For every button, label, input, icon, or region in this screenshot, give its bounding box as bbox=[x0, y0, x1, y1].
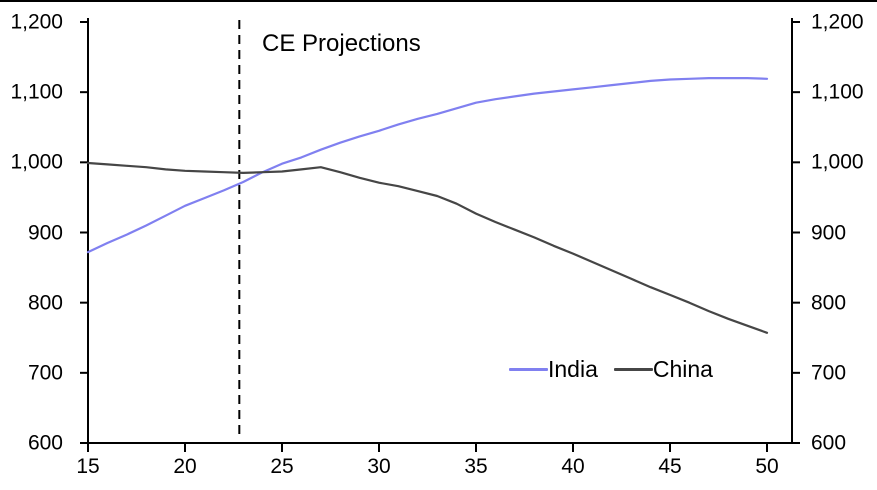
y-axis-label-right: 1,000 bbox=[811, 150, 864, 174]
china-line-swatch bbox=[613, 367, 653, 371]
y-axis-label-right: 900 bbox=[811, 221, 847, 244]
legend-label-china: China bbox=[652, 355, 713, 382]
y-axis-label-right: 1,100 bbox=[811, 80, 864, 104]
india-line bbox=[86, 76, 769, 254]
y-axis-label-right: 800 bbox=[811, 291, 847, 315]
y-axis-label-left: 800 bbox=[27, 291, 63, 315]
x-axis-label: 35 bbox=[464, 455, 488, 478]
y-axis-label-left: 900 bbox=[27, 221, 63, 244]
legend: India China bbox=[509, 356, 713, 382]
china-line bbox=[86, 161, 769, 334]
x-axis-label: 40 bbox=[561, 455, 585, 478]
y-axis-label-left: 1,200 bbox=[10, 10, 63, 34]
x-axis-label: 25 bbox=[270, 455, 294, 478]
x-axis-label: 15 bbox=[76, 455, 100, 478]
india-line-swatch bbox=[509, 367, 548, 371]
y-axis-label-right: 1,200 bbox=[811, 10, 864, 34]
y-axis-label-left: 1,100 bbox=[10, 80, 63, 104]
y-axis-label-right: 600 bbox=[811, 431, 847, 455]
top-border-line bbox=[0, 0, 877, 2]
x-axis-label: 20 bbox=[173, 455, 197, 478]
legend-label-india: India bbox=[548, 355, 598, 382]
y-axis-label-left: 1,000 bbox=[10, 150, 63, 174]
y-axis-label-left: 700 bbox=[27, 361, 63, 385]
x-axis-label: 45 bbox=[658, 455, 682, 478]
y-axis-label-left: 600 bbox=[27, 431, 63, 455]
x-axis-label: 50 bbox=[755, 455, 779, 478]
y-axis-label-right: 700 bbox=[811, 361, 847, 385]
projection-annotation: CE Projections bbox=[262, 30, 421, 57]
x-axis-label: 30 bbox=[367, 455, 391, 478]
